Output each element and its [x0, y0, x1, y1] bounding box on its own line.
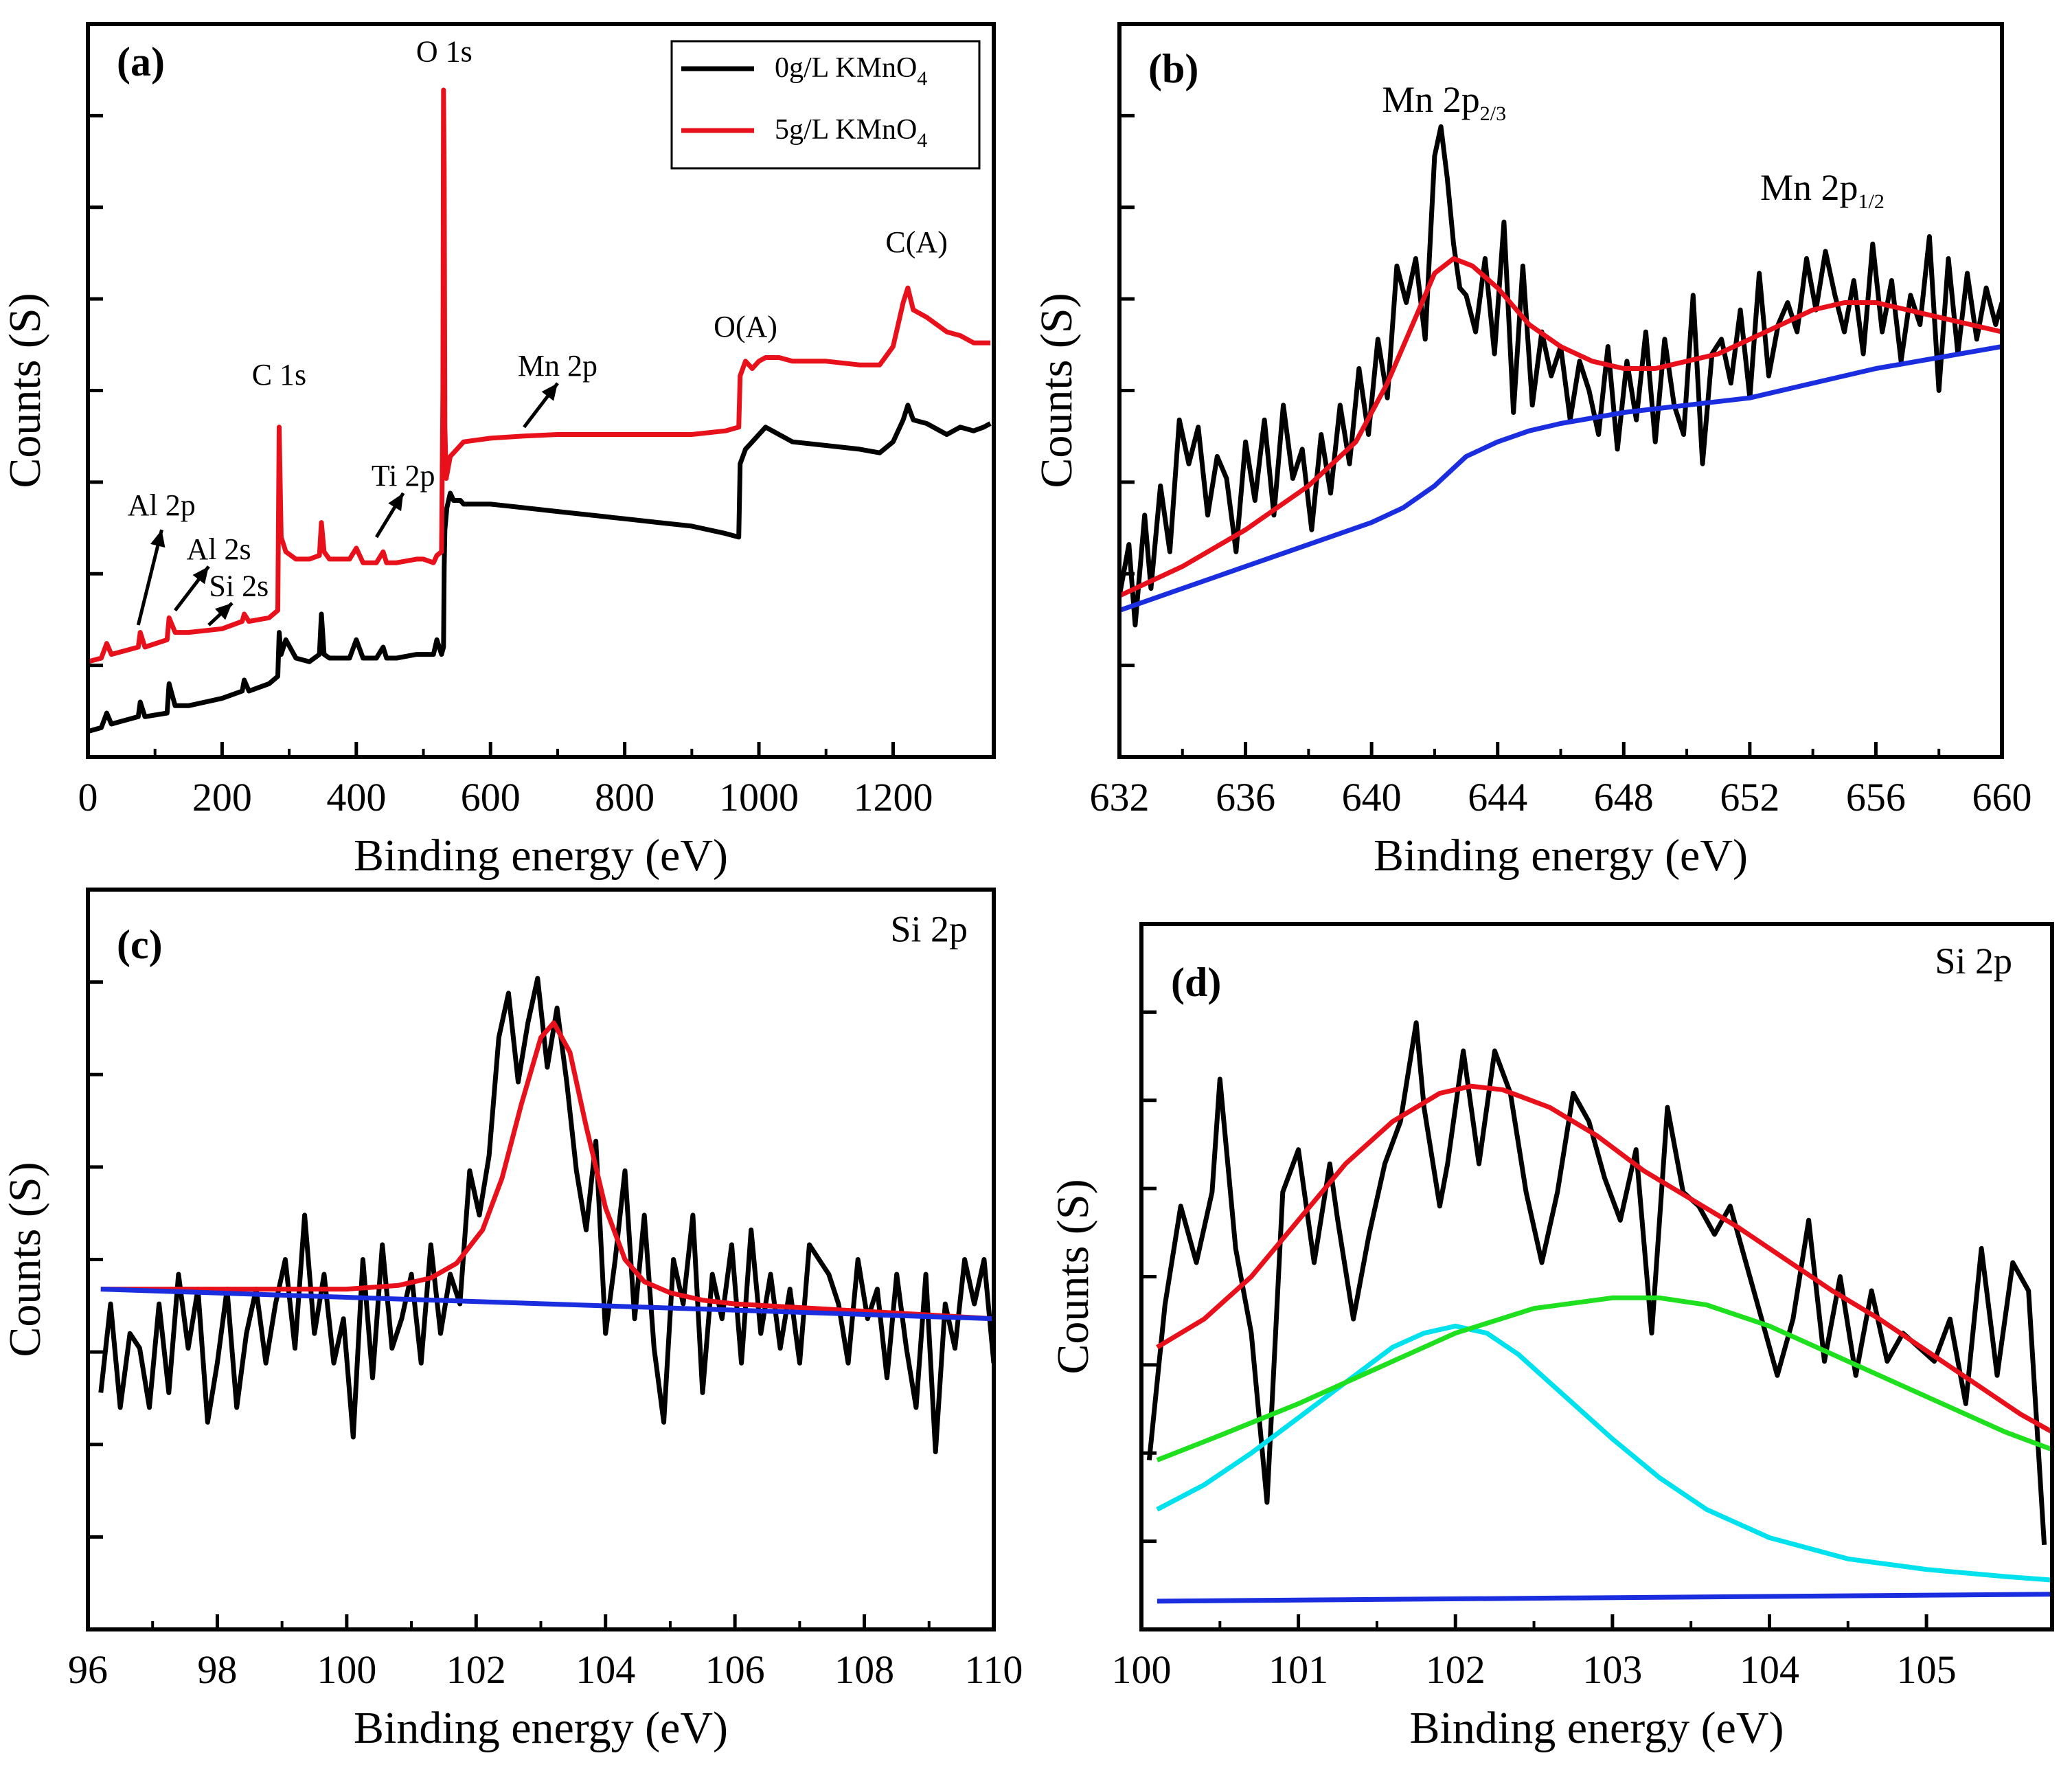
series-background [1157, 1592, 2052, 1604]
series-background [1119, 344, 2002, 613]
y-axis-title: Counts (S) [1048, 1179, 1098, 1374]
panel-letter: (b) [1148, 46, 1198, 91]
y-axis-title: Counts (S) [0, 1162, 50, 1357]
annotation-si-2p: Si 2p [1935, 940, 2012, 982]
series-background [100, 1287, 994, 1322]
series-group [1146, 1020, 2052, 1604]
x-tick-label: 200 [192, 775, 252, 820]
legend-label: 5g/L KMnO4 [775, 114, 927, 152]
x-tick-label: 101 [1268, 1647, 1328, 1692]
x-tick-label: 108 [834, 1647, 894, 1692]
arrow-head [215, 602, 233, 620]
panel-b: 632 636 640 644 648 652 656 660 Binding energy (… [1032, 22, 2032, 881]
x-tick-label: 640 [1342, 775, 1402, 820]
panel-a: 0 200 400 600 800 1000 1200 Binding energy (eV)… [0, 22, 996, 881]
legend-box [670, 40, 981, 170]
arrow-head [541, 383, 558, 401]
y-axis-title: Counts (S) [0, 293, 50, 488]
annotation-al-2p: Al 2p [128, 488, 196, 522]
x-axis-title: Binding energy (eV) [354, 1703, 728, 1753]
x-axis-title: Binding energy (eV) [1410, 1703, 1784, 1753]
series-fit [100, 1020, 994, 1322]
x-tick-label: 105 [1897, 1647, 1957, 1692]
x-tick-label: 106 [705, 1647, 765, 1692]
series-component-1 [1156, 1323, 2052, 1583]
annotation-al-2s: Al 2s [186, 532, 251, 566]
series-fit [1156, 1083, 2052, 1434]
x-tick-label: 1000 [719, 775, 799, 820]
annotation-ti-2p: Ti 2p [372, 459, 435, 493]
panel-c: 96 98 100 102 104 106 108 110 Binding energy (eV… [0, 888, 1023, 1753]
arrow-head [388, 493, 404, 512]
series-raw [98, 975, 994, 1454]
panel-letter: (d) [1171, 960, 1221, 1005]
x-tick-label: 100 [1112, 1647, 1172, 1692]
x-tick-label: 102 [446, 1647, 506, 1692]
annotation-si-2s: Si 2s [209, 569, 269, 602]
series-0g-l-kmno4 [88, 403, 992, 734]
y-axis-title: Counts (S) [1032, 293, 1082, 488]
x-tick-label: 100 [317, 1647, 376, 1692]
arrow-head [150, 530, 166, 548]
series-component-2 [1156, 1295, 2052, 1463]
series-raw [1119, 124, 2002, 628]
series-group [1119, 124, 2002, 628]
x-tick-label: 632 [1090, 775, 1150, 820]
series-group [98, 975, 994, 1454]
legend-label: 0g/L KMnO4 [775, 52, 927, 90]
x-tick-label: 102 [1426, 1647, 1485, 1692]
annotation-o-1s: O 1s [416, 35, 473, 69]
series-raw [1146, 1020, 2047, 1546]
x-axis-title: Binding energy (eV) [1374, 831, 1748, 881]
series-5g-l-kmno4 [88, 87, 991, 664]
series-group [88, 87, 992, 734]
panel-letter: (a) [117, 39, 165, 84]
annotation-mn-2p: Mn 2p [518, 349, 597, 383]
annotation-o-a-: O(A) [714, 310, 777, 343]
x-tick-label: 96 [68, 1647, 108, 1692]
annotation-si-2p: Si 2p [891, 908, 968, 949]
x-tick-label: 0 [78, 775, 98, 820]
x-tick-label: 800 [595, 775, 654, 820]
x-tick-label: 104 [1740, 1647, 1799, 1692]
x-tick-label: 400 [326, 775, 386, 820]
x-tick-label: 104 [576, 1647, 635, 1692]
panel-letter: (c) [117, 922, 163, 967]
series-fit [1119, 256, 2002, 598]
x-tick-label: 636 [1216, 775, 1275, 820]
x-tick-label: 103 [1582, 1647, 1642, 1692]
x-tick-label: 656 [1846, 775, 1906, 820]
arrow-head [192, 566, 209, 585]
x-tick-label: 644 [1468, 775, 1527, 820]
annotation-c-a-: C(A) [885, 225, 947, 259]
x-axis-title: Binding energy (eV) [354, 831, 728, 881]
x-tick-label: 98 [197, 1647, 237, 1692]
x-tick-label: 1200 [853, 775, 933, 820]
panel-d: 100 101 102 103 104 105 Binding energy (eV) Cou… [1048, 922, 2054, 1753]
x-tick-label: 648 [1594, 775, 1654, 820]
x-tick-label: 110 [965, 1647, 1023, 1692]
annotation-mn-2p: Mn 2p2/3 [1382, 79, 1506, 125]
x-tick-label: 652 [1720, 775, 1779, 820]
annotation-c-1s: C 1s [252, 358, 306, 392]
x-tick-label: 600 [461, 775, 521, 820]
x-tick-label: 660 [1972, 775, 2032, 820]
